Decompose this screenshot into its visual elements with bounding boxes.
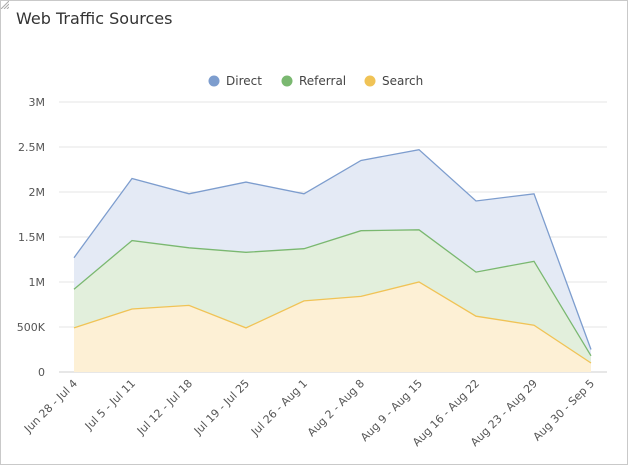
resize-handle-icon[interactable] xyxy=(1,1,9,9)
x-tick-label: Jul 12 - Jul 18 xyxy=(134,377,195,438)
data-point-referral[interactable] xyxy=(532,259,536,263)
chart-title: Web Traffic Sources xyxy=(16,9,173,28)
x-tick-label: Aug 2 - Aug 8 xyxy=(305,377,367,439)
data-point-direct[interactable] xyxy=(532,192,536,196)
y-tick-label: 1.5M xyxy=(18,231,45,244)
data-point-referral[interactable] xyxy=(474,270,478,274)
y-tick-label: 1M xyxy=(29,276,46,289)
y-tick-label: 2.5M xyxy=(18,141,45,154)
data-point-search[interactable] xyxy=(72,326,76,330)
data-point-direct[interactable] xyxy=(187,192,191,196)
data-point-direct[interactable] xyxy=(474,199,478,203)
legend-label-referral[interactable]: Referral xyxy=(299,74,346,88)
series-line-direct xyxy=(73,149,592,350)
y-tick-label: 500K xyxy=(17,321,46,334)
data-point-search[interactable] xyxy=(417,280,421,284)
data-point-referral[interactable] xyxy=(130,239,134,243)
y-tick-label: 2M xyxy=(29,186,46,199)
legend-marker-direct[interactable] xyxy=(208,75,220,87)
area-search xyxy=(74,282,591,372)
data-point-referral[interactable] xyxy=(187,246,191,250)
data-point-search[interactable] xyxy=(474,314,478,318)
data-point-search[interactable] xyxy=(302,299,306,303)
legend-label-direct[interactable]: Direct xyxy=(226,74,262,88)
data-point-search[interactable] xyxy=(589,361,593,365)
legend-marker-search[interactable] xyxy=(364,75,376,87)
x-tick-label: Jun 28 - Jul 4 xyxy=(21,377,80,436)
data-point-direct[interactable] xyxy=(244,180,248,184)
data-point-search[interactable] xyxy=(130,307,134,311)
data-point-referral[interactable] xyxy=(244,250,248,254)
legend-label-search[interactable]: Search xyxy=(382,74,423,88)
data-point-referral[interactable] xyxy=(589,354,593,358)
data-point-direct[interactable] xyxy=(130,177,134,181)
data-point-search[interactable] xyxy=(244,326,248,330)
y-tick-label: 3M xyxy=(29,96,46,109)
x-tick-label: Jul 26 - Aug 1 xyxy=(248,377,310,439)
data-point-referral[interactable] xyxy=(359,229,363,233)
x-tick-label: Jul 5 - Jul 11 xyxy=(82,377,138,433)
data-point-direct[interactable] xyxy=(417,148,421,152)
data-point-direct[interactable] xyxy=(359,159,363,163)
data-point-direct[interactable] xyxy=(72,256,76,260)
data-point-direct[interactable] xyxy=(589,348,593,352)
data-point-search[interactable] xyxy=(187,303,191,307)
data-point-referral[interactable] xyxy=(72,287,76,291)
data-point-referral[interactable] xyxy=(302,247,306,251)
data-point-referral[interactable] xyxy=(417,228,421,232)
series-line-search xyxy=(73,281,592,364)
x-tick-label: Jul 19 - Jul 25 xyxy=(191,377,252,438)
data-point-direct[interactable] xyxy=(302,192,306,196)
data-point-search[interactable] xyxy=(532,323,536,327)
y-tick-label: 0 xyxy=(38,366,45,379)
x-tick-label: Aug 30 - Sep 5 xyxy=(531,377,598,444)
series-line-referral xyxy=(73,229,592,357)
legend-marker-referral[interactable] xyxy=(281,75,293,87)
data-point-search[interactable] xyxy=(359,294,363,298)
